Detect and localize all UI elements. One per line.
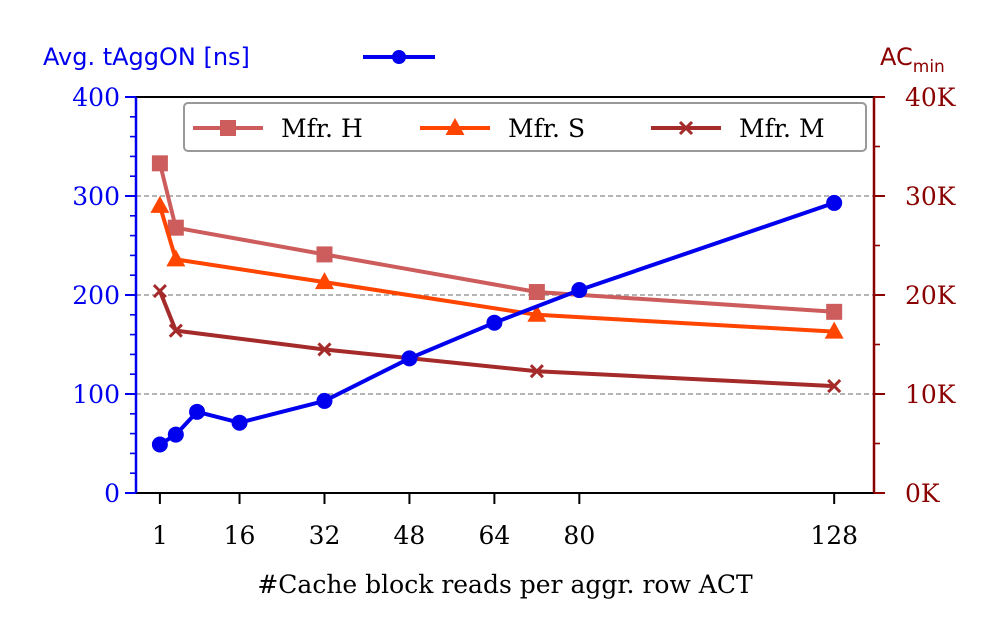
right-axis-tick-label: 30K	[905, 182, 957, 211]
right-axis-tick-label: 10K	[905, 380, 957, 409]
right-axis-tick-label: 0K	[905, 479, 941, 508]
data-point	[401, 350, 418, 367]
data-point	[827, 379, 842, 394]
x-axis-tick-label: 1	[152, 521, 168, 550]
legend-label: Mfr. M	[739, 114, 825, 143]
left-axis-legend-marker	[392, 50, 406, 64]
legend-marker	[220, 120, 236, 136]
legend-entry: Mfr. M	[651, 114, 825, 143]
data-point	[316, 392, 333, 409]
right-axis-tick-label: 40K	[905, 83, 957, 112]
legend-entry: Mfr. H	[193, 114, 363, 143]
data-point	[529, 364, 544, 379]
data-point	[167, 426, 184, 443]
legend-entry: Mfr. S	[420, 114, 585, 143]
x-axis-tick-label: 16	[224, 521, 256, 550]
left-axis-tick-label: 300	[72, 182, 120, 211]
right-axis-tick-label: 20K	[905, 281, 957, 310]
right-axis-title-main: AC	[880, 43, 913, 71]
series-mfr-h	[151, 155, 843, 320]
data-point	[571, 282, 588, 299]
x-axis-tick-label: 80	[563, 521, 595, 550]
data-point	[151, 436, 168, 453]
data-point	[486, 314, 503, 331]
left-axis-tick-label: 100	[72, 380, 120, 409]
data-point	[528, 284, 545, 301]
data-point	[167, 219, 184, 236]
data-point	[150, 195, 170, 213]
left-axis-title: Avg. tAggON [ns]	[43, 43, 250, 71]
left-axis-tick-label: 400	[72, 83, 120, 112]
legend-marker	[445, 118, 465, 135]
data-point	[314, 272, 334, 290]
series-mfr-m	[152, 283, 842, 394]
x-axis-tick-label: 128	[810, 521, 858, 550]
legend: Mfr. H Mfr. S Mfr. M	[183, 102, 867, 152]
data-point	[231, 414, 248, 431]
x-axis-label: #Cache block reads per aggr. row ACT	[257, 570, 753, 599]
data-point	[826, 194, 843, 211]
data-point	[824, 321, 844, 339]
x-axis-tick-label: 64	[478, 521, 510, 550]
data-point	[152, 283, 167, 299]
data-point	[527, 304, 547, 322]
data-point	[168, 323, 183, 338]
legend-box	[183, 102, 867, 152]
right-axis-title-sub: min	[913, 57, 945, 77]
series-mfr-s	[150, 195, 844, 339]
data-point	[166, 249, 186, 267]
data-point	[189, 403, 206, 420]
legend-label: Mfr. S	[508, 114, 585, 143]
data-point	[316, 246, 333, 263]
left-axis-tick-label: 0	[104, 479, 120, 508]
data-point	[317, 342, 332, 357]
legend-label: Mfr. H	[281, 114, 363, 143]
x-axis-tick-label: 48	[394, 521, 426, 550]
axes: 0 100 200 300 400 0K 10K 20K 30K 40K 1 16 32 48 64 80 12…	[72, 83, 957, 550]
legend-marker	[678, 120, 694, 136]
series-avg-taggon-ns	[151, 194, 843, 453]
right-axis-title: ACmin	[880, 43, 945, 77]
x-axis-tick-label: 32	[309, 521, 341, 550]
grid	[136, 195, 874, 395]
data-point	[151, 155, 168, 172]
left-axis-tick-label: 200	[72, 281, 120, 310]
data-point	[826, 303, 843, 320]
series-layer	[150, 155, 844, 453]
